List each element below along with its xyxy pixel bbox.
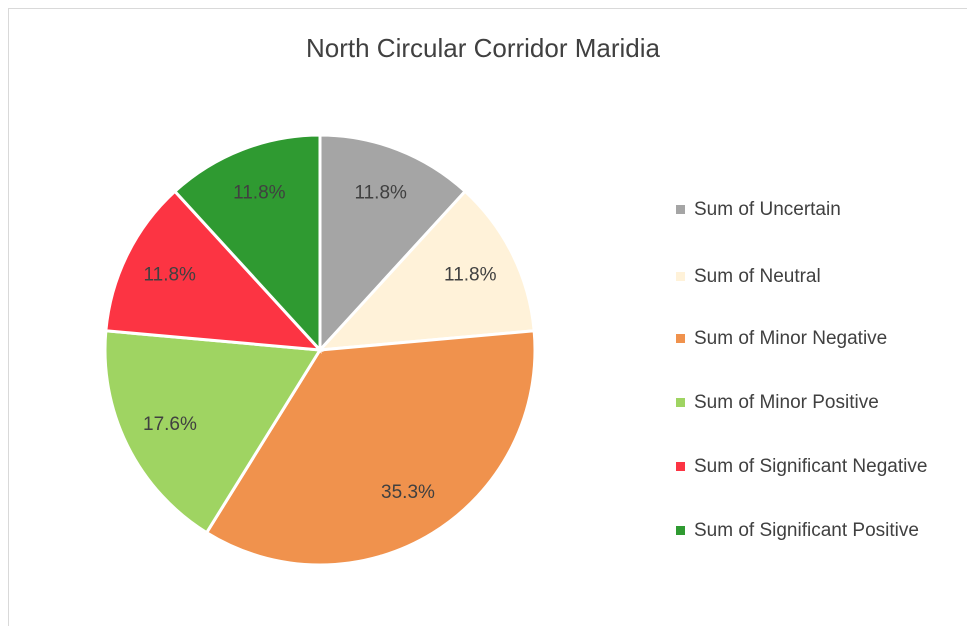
data-label: 35.3% xyxy=(381,482,435,503)
legend-label: Sum of Significant Negative xyxy=(694,456,928,477)
data-label: 11.8% xyxy=(444,265,497,286)
legend-swatch xyxy=(676,334,685,343)
legend-swatch xyxy=(676,526,685,535)
legend-item: Sum of Significant Positive xyxy=(676,517,944,544)
pie-slice xyxy=(104,189,324,352)
legend-item: Sum of Neutral xyxy=(676,263,944,290)
pie-slice xyxy=(172,133,322,354)
chart-frame xyxy=(8,8,967,626)
legend-item: Sum of Significant Negative xyxy=(676,453,944,480)
legend-label: Sum of Minor Positive xyxy=(694,392,879,413)
pie-slice xyxy=(318,133,468,354)
data-label: 11.8% xyxy=(143,265,196,286)
legend-swatch xyxy=(676,462,685,471)
legend-swatch xyxy=(676,398,685,407)
legend-label: Sum of Significant Positive xyxy=(694,520,919,541)
chart-title: North Circular Corridor Maridia xyxy=(306,33,661,63)
data-label: 11.8% xyxy=(233,183,286,204)
legend-item: Sum of Minor Negative xyxy=(676,325,944,352)
pie-slice xyxy=(316,189,536,352)
data-label: 17.6% xyxy=(143,414,197,435)
legend-label: Sum of Uncertain xyxy=(694,199,841,220)
legend-swatch xyxy=(676,272,685,281)
pie-slice xyxy=(204,329,537,567)
legend-label: Sum of Minor Negative xyxy=(694,328,888,349)
pie-slice xyxy=(103,329,323,535)
data-label: 11.8% xyxy=(354,183,407,204)
legend-item: Sum of Uncertain xyxy=(676,196,944,223)
legend-label: Sum of Neutral xyxy=(694,266,821,287)
legend-item: Sum of Minor Positive xyxy=(676,389,944,416)
legend-swatch xyxy=(676,205,685,214)
